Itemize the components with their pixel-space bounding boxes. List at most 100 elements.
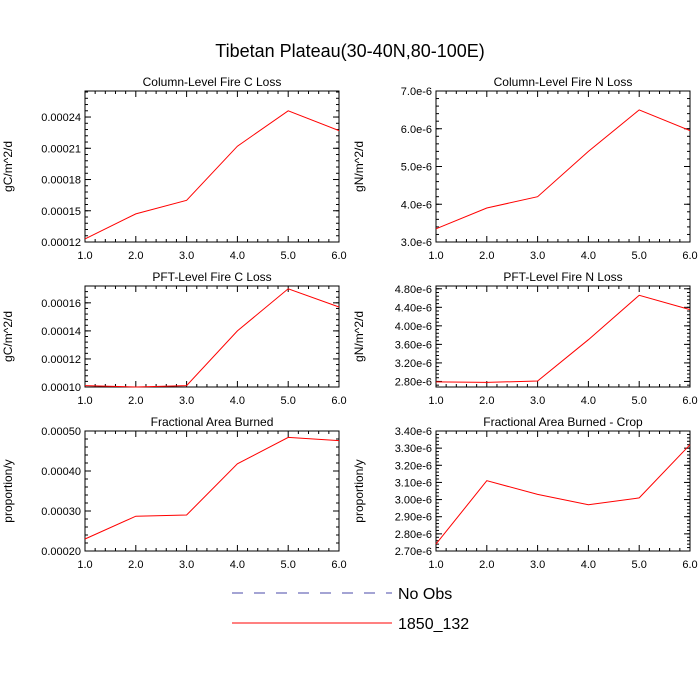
- series-line-1850-132: [84, 288, 340, 388]
- y-axis-label: proportion/y: [352, 459, 366, 522]
- y-tick-label: 3.60e-6: [395, 339, 432, 351]
- y-tick-label: 0.00016: [41, 298, 81, 310]
- panels: Column-Level Fire C Loss gC/m^2/d 1.0 2.0 3.…: [1, 75, 698, 571]
- x-tick-label: 2.0: [479, 559, 494, 571]
- x-tick-label: 1.0: [428, 559, 443, 571]
- legend: No Obs 1850_132: [232, 586, 469, 633]
- x-tick-label: 5.0: [632, 395, 647, 407]
- y-axis-label: gN/m^2/d: [352, 141, 366, 192]
- y-tick-label: 4.0e-6: [401, 199, 432, 211]
- y-tick-label: 4.00e-6: [395, 321, 432, 333]
- panel-4: PFT-Level Fire N Loss gN/m^2/d 1.0 2.0 3.0 4.…: [352, 270, 698, 407]
- panel-title: Fractional Area Burned: [151, 415, 274, 429]
- y-tick-label: 0.00015: [41, 206, 81, 218]
- x-tick-label: 3.0: [530, 250, 545, 262]
- y-tick-label: 6.0e-6: [401, 124, 432, 136]
- panel-title: PFT-Level Fire N Loss: [503, 270, 622, 284]
- panel-2: Column-Level Fire N Loss gN/m^2/d 1.0 2.0 3.…: [352, 75, 698, 262]
- x-tick-label: 3.0: [179, 250, 194, 262]
- x-tick-label: 6.0: [331, 559, 346, 571]
- y-tick-label: 0.00012: [41, 354, 81, 366]
- series-line-1850-132: [435, 109, 691, 230]
- x-tick-label: 6.0: [682, 250, 697, 262]
- y-tick-label: 3.20e-6: [395, 358, 432, 370]
- x-tick-label: 6.0: [331, 250, 346, 262]
- x-tick-label: 5.0: [281, 250, 296, 262]
- plot-frame: [435, 430, 691, 552]
- x-tick-label: 4.0: [230, 395, 245, 407]
- y-tick-label: 3.10e-6: [395, 477, 432, 489]
- x-tick-label: 4.0: [230, 250, 245, 262]
- x-tick-label: 5.0: [281, 559, 296, 571]
- figure-title: Tibetan Plateau(30-40N,80-100E): [215, 41, 485, 61]
- y-tick-label: 0.00024: [41, 112, 81, 124]
- y-tick-label: 2.70e-6: [395, 546, 432, 558]
- y-tick-label: 3.20e-6: [395, 460, 432, 472]
- x-tick-label: 3.0: [179, 559, 194, 571]
- y-tick-label: 0.00018: [41, 175, 81, 187]
- series-line-1850-132: [435, 294, 691, 383]
- x-tick-label: 3.0: [530, 559, 545, 571]
- y-tick-label: 5.0e-6: [401, 162, 432, 174]
- legend-label-1850-132: 1850_132: [398, 616, 469, 633]
- x-tick-label: 3.0: [179, 395, 194, 407]
- y-tick-label: 3.30e-6: [395, 443, 432, 455]
- y-tick-label: 2.80e-6: [395, 529, 432, 541]
- plot-frame: [84, 430, 340, 552]
- y-tick-label: 0.00021: [41, 143, 81, 155]
- y-axis-label: gC/m^2/d: [1, 311, 15, 362]
- y-tick-label: 2.80e-6: [395, 376, 432, 388]
- x-tick-label: 1.0: [428, 395, 443, 407]
- series-line-1850-132: [435, 444, 691, 545]
- y-tick-label: 7.0e-6: [401, 86, 432, 98]
- x-tick-label: 4.0: [581, 250, 596, 262]
- series-line-1850-132: [84, 436, 340, 540]
- y-tick-label: 3.00e-6: [395, 495, 432, 507]
- x-tick-label: 4.0: [230, 559, 245, 571]
- y-tick-label: 4.80e-6: [395, 284, 432, 296]
- plot-frame: [435, 285, 691, 388]
- x-tick-label: 2.0: [128, 395, 143, 407]
- legend-label-no-obs: No Obs: [398, 586, 452, 603]
- x-tick-label: 6.0: [682, 395, 697, 407]
- x-tick-label: 2.0: [128, 559, 143, 571]
- y-axis-label: gN/m^2/d: [352, 311, 366, 362]
- x-tick-label: 2.0: [479, 250, 494, 262]
- plot-frame: [435, 90, 691, 243]
- x-tick-label: 1.0: [77, 559, 92, 571]
- panel-5: Fractional Area Burned proportion/y 1.0 2.0…: [1, 415, 347, 571]
- panel-title: Fractional Area Burned - Crop: [483, 415, 643, 429]
- plot-frame: [84, 285, 340, 388]
- y-tick-label: 0.00020: [41, 546, 81, 558]
- series-line-1850-132: [84, 110, 340, 240]
- y-tick-label: 0.00040: [41, 466, 81, 478]
- panel-title: Column-Level Fire C Loss: [143, 75, 282, 89]
- y-tick-label: 3.0e-6: [401, 237, 432, 249]
- panel-1: Column-Level Fire C Loss gC/m^2/d 1.0 2.0 3.…: [1, 75, 347, 262]
- y-tick-label: 0.00012: [41, 237, 81, 249]
- x-tick-label: 5.0: [632, 250, 647, 262]
- y-tick-label: 0.00030: [41, 506, 81, 518]
- panel-3: PFT-Level Fire C Loss gC/m^2/d 1.0 2.0 3.0 4.…: [1, 270, 347, 407]
- x-tick-label: 2.0: [479, 395, 494, 407]
- y-tick-label: 0.00010: [41, 382, 81, 394]
- x-tick-label: 2.0: [128, 250, 143, 262]
- panel-title: Column-Level Fire N Loss: [494, 75, 633, 89]
- y-tick-label: 0.00050: [41, 426, 81, 438]
- panel-title: PFT-Level Fire C Loss: [152, 270, 271, 284]
- x-tick-label: 1.0: [77, 395, 92, 407]
- y-axis-label: gC/m^2/d: [1, 141, 15, 192]
- plot-frame: [84, 90, 340, 243]
- y-tick-label: 4.40e-6: [395, 302, 432, 314]
- y-tick-label: 3.40e-6: [395, 426, 432, 438]
- x-tick-label: 4.0: [581, 395, 596, 407]
- x-tick-label: 4.0: [581, 559, 596, 571]
- y-axis-label: proportion/y: [1, 459, 15, 522]
- x-tick-label: 1.0: [77, 250, 92, 262]
- x-tick-label: 5.0: [632, 559, 647, 571]
- x-tick-label: 6.0: [682, 559, 697, 571]
- x-tick-label: 5.0: [281, 395, 296, 407]
- panel-6: Fractional Area Burned - Crop proportion/…: [352, 415, 698, 571]
- x-tick-label: 3.0: [530, 395, 545, 407]
